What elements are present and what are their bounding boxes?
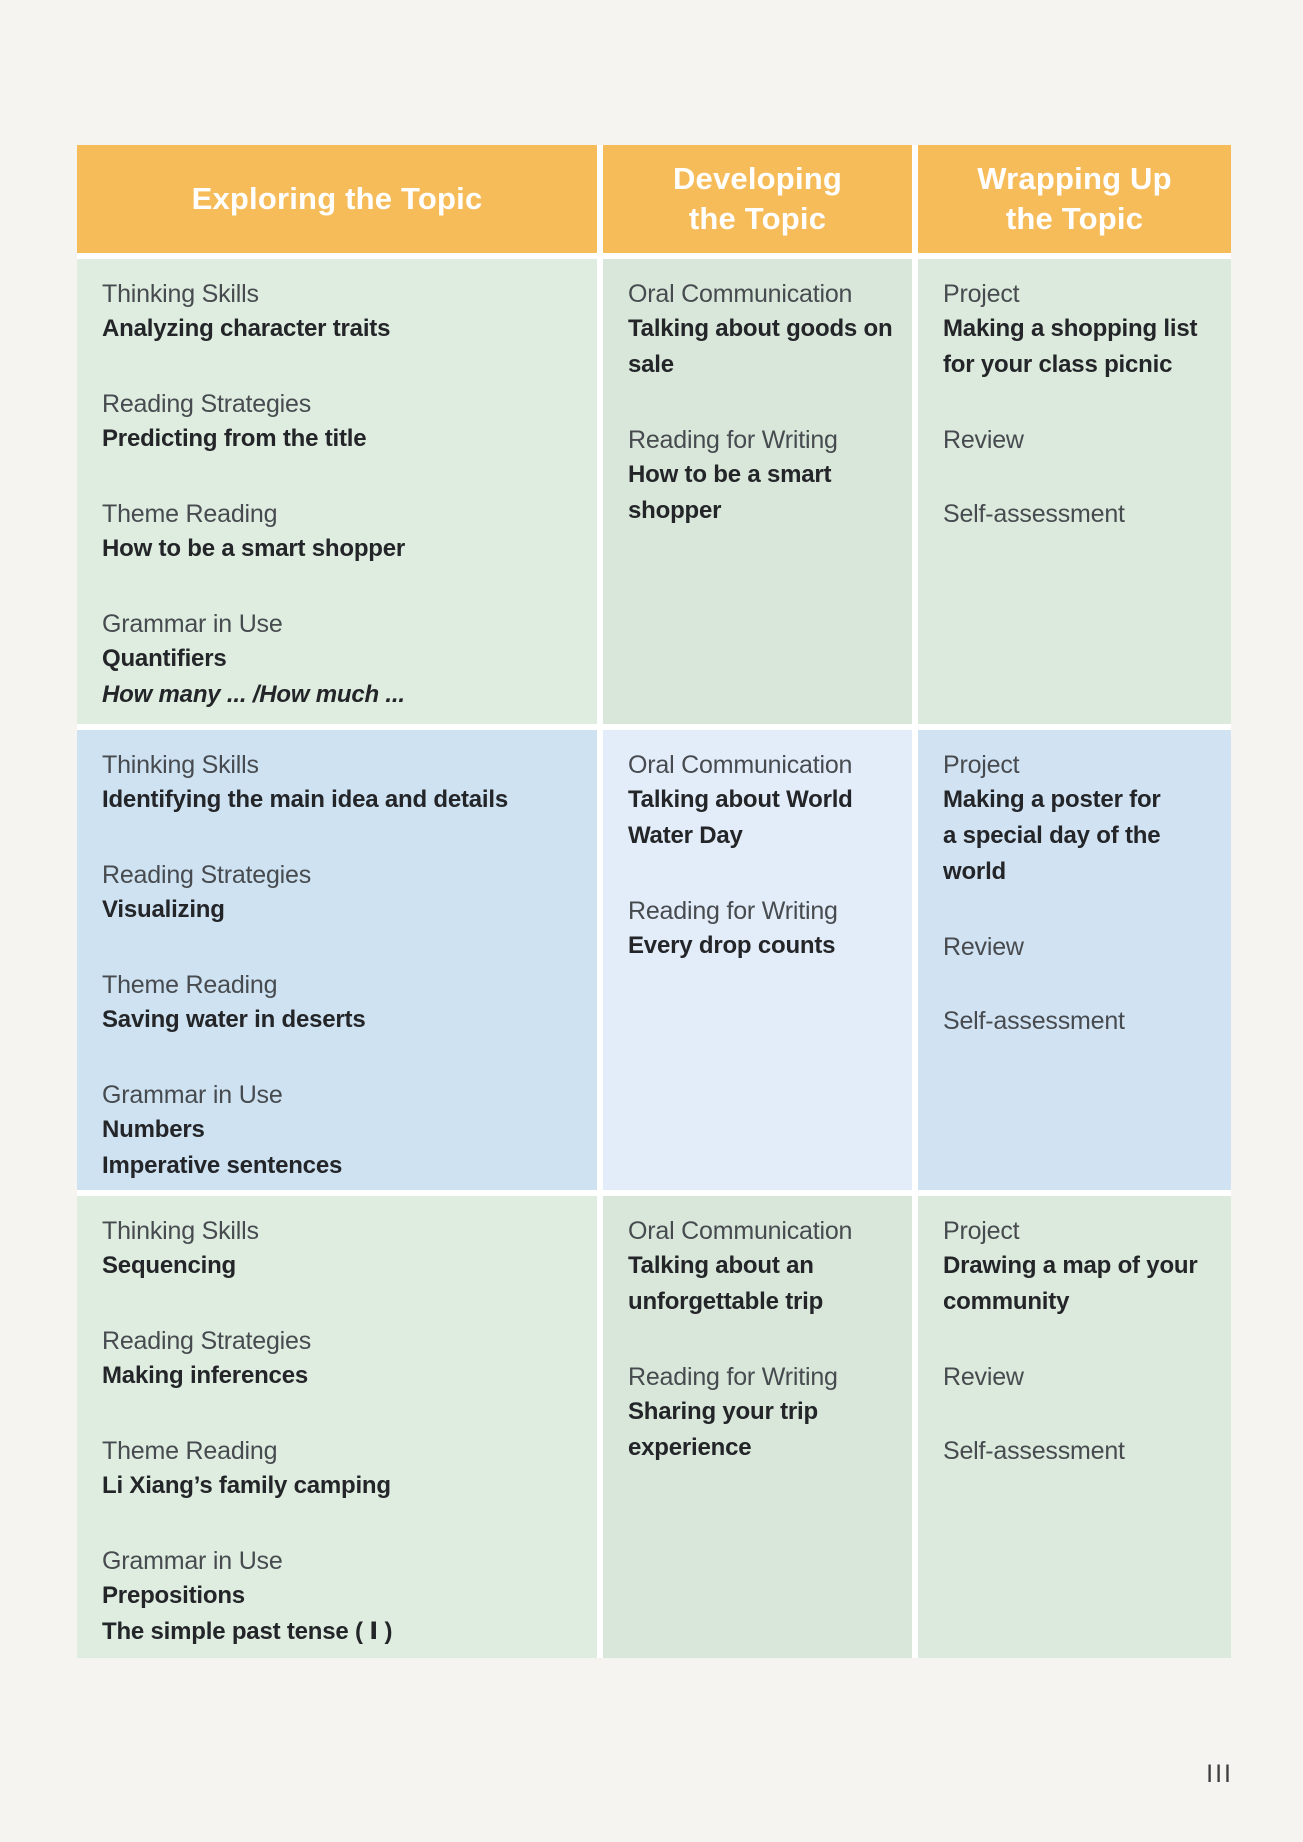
section-subtitle-italic: How many ... /How much ... — [102, 681, 405, 708]
section-label: Theme Reading — [102, 500, 278, 528]
section: Theme Reading Saving water in deserts — [102, 968, 591, 1038]
section-label: Project — [943, 751, 1020, 779]
section-label: Reading Strategies — [102, 1327, 312, 1355]
section-title: Saving water in deserts — [102, 1006, 366, 1033]
section: Theme Reading How to be a smart shopper — [102, 497, 591, 567]
section-label: Review — [943, 426, 1024, 454]
section-label: Grammar in Use — [102, 1547, 283, 1575]
section-label: Oral Communication — [628, 280, 853, 308]
section-label: Reading for Writing — [628, 897, 838, 925]
section-title: Talking about an unforgettable trip — [628, 1252, 824, 1315]
section: Self-assessment — [943, 1004, 1225, 1038]
table-cell-r1c1: Thinking Skills Analyzing character trait… — [77, 259, 597, 724]
section-label: Theme Reading — [102, 1437, 278, 1465]
section: Reading for Writing How to be a smart sho… — [628, 423, 906, 529]
section-label: Self-assessment — [943, 1437, 1125, 1465]
section-title: Sharing your trip experience — [628, 1398, 818, 1461]
section-title: Visualizing — [102, 896, 225, 923]
section-label: Self-assessment — [943, 1007, 1125, 1035]
section-title: Sequencing — [102, 1252, 237, 1279]
section-label: Oral Communication — [628, 1217, 853, 1245]
section-label: Reading for Writing — [628, 426, 838, 454]
syllabus-table: Exploring the Topic Developing the Topic W… — [77, 145, 1231, 1658]
section: Reading Strategies Making inferences — [102, 1324, 591, 1394]
section: Thinking Skills Identifying the main idea… — [102, 748, 591, 818]
section: Review — [943, 1360, 1225, 1394]
section: Thinking Skills Analyzing character trait… — [102, 277, 591, 347]
section-label: Thinking Skills — [102, 751, 259, 779]
section-label: Grammar in Use — [102, 610, 283, 638]
table-cell-r1c2: Oral Communication Talking about goods on… — [603, 259, 912, 724]
table-cell-r1c3: Project Making a shopping list for your c… — [918, 259, 1231, 724]
header-cell-2: Developing the Topic — [603, 145, 912, 253]
section-title: Drawing a map of your community — [943, 1252, 1198, 1315]
section: Reading Strategies Visualizing — [102, 858, 591, 928]
section-label: Thinking Skills — [102, 1217, 259, 1245]
section: Oral Communication Talking about an unfor… — [628, 1214, 906, 1320]
section: Grammar in Use Quantifiers How many ... /H… — [102, 607, 591, 713]
section-title: Predicting from the title — [102, 425, 367, 452]
section-label: Reading for Writing — [628, 1363, 838, 1391]
section-title: Talking about World Water Day — [628, 786, 853, 849]
section-label: Thinking Skills — [102, 280, 259, 308]
section: Project Making a poster for a special day… — [943, 748, 1225, 890]
section-title: Making inferences — [102, 1362, 309, 1389]
section-label: Review — [943, 1363, 1024, 1391]
section-label: Reading Strategies — [102, 861, 312, 889]
table-cell-r2c1: Thinking Skills Identifying the main idea… — [77, 730, 597, 1190]
table-cell-r2c3: Project Making a poster for a special day… — [918, 730, 1231, 1190]
section: Theme Reading Li Xiang’s family camping — [102, 1434, 591, 1504]
section-title: Numbers Imperative sentences — [102, 1116, 343, 1179]
section: Grammar in Use Numbers Imperative sentenc… — [102, 1078, 591, 1184]
section-title: Talking about goods on sale — [628, 315, 893, 378]
section-title: Analyzing character traits — [102, 315, 391, 342]
section-title: Quantifiers — [102, 645, 227, 672]
section: Oral Communication Talking about World Wa… — [628, 748, 906, 854]
section: Thinking Skills Sequencing — [102, 1214, 591, 1284]
section: Review — [943, 930, 1225, 964]
section-label: Reading Strategies — [102, 390, 312, 418]
header-cell-3: Wrapping Up the Topic — [918, 145, 1231, 253]
page-number: III — [1206, 1760, 1233, 1788]
section: Grammar in Use Prepositions The simple pa… — [102, 1544, 591, 1650]
section-title: Identifying the main idea and details — [102, 786, 509, 813]
section: Project Making a shopping list for your c… — [943, 277, 1225, 383]
section-label: Review — [943, 933, 1024, 961]
section-label: Grammar in Use — [102, 1081, 283, 1109]
section: Reading for Writing Sharing your trip exp… — [628, 1360, 906, 1466]
section-title: Prepositions The simple past tense ( Ⅰ ) — [102, 1582, 393, 1645]
section-label: Oral Communication — [628, 751, 853, 779]
section-label: Theme Reading — [102, 971, 278, 999]
section: Reading for Writing Every drop counts — [628, 894, 906, 964]
section: Self-assessment — [943, 1434, 1225, 1468]
section-title: Making a shopping list for your class pi… — [943, 315, 1198, 378]
section-title: Every drop counts — [628, 932, 836, 959]
section-label: Project — [943, 280, 1020, 308]
section: Project Drawing a map of your community — [943, 1214, 1225, 1320]
section-label: Self-assessment — [943, 500, 1125, 528]
section-title: How to be a smart shopper — [102, 535, 406, 562]
section-label: Project — [943, 1217, 1020, 1245]
section: Self-assessment — [943, 497, 1225, 531]
section: Review — [943, 423, 1225, 457]
section-title: Li Xiang’s family camping — [102, 1472, 391, 1499]
section: Reading Strategies Predicting from the ti… — [102, 387, 591, 457]
section-title: Making a poster for a special day of the… — [943, 786, 1161, 885]
section-title: How to be a smart shopper — [628, 461, 832, 524]
table-cell-r3c1: Thinking Skills Sequencing Reading Strateg… — [77, 1196, 597, 1658]
section: Oral Communication Talking about goods on… — [628, 277, 906, 383]
table-cell-r2c2: Oral Communication Talking about World Wa… — [603, 730, 912, 1190]
table-cell-r3c2: Oral Communication Talking about an unfor… — [603, 1196, 912, 1658]
table-cell-r3c3: Project Drawing a map of your community Re… — [918, 1196, 1231, 1658]
header-cell-1: Exploring the Topic — [77, 145, 597, 253]
